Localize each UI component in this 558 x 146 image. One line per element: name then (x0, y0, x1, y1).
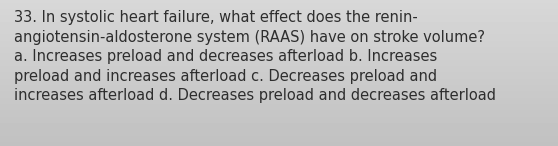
Text: 33. In systolic heart failure, what effect does the renin-
angiotensin-aldostero: 33. In systolic heart failure, what effe… (14, 10, 496, 104)
